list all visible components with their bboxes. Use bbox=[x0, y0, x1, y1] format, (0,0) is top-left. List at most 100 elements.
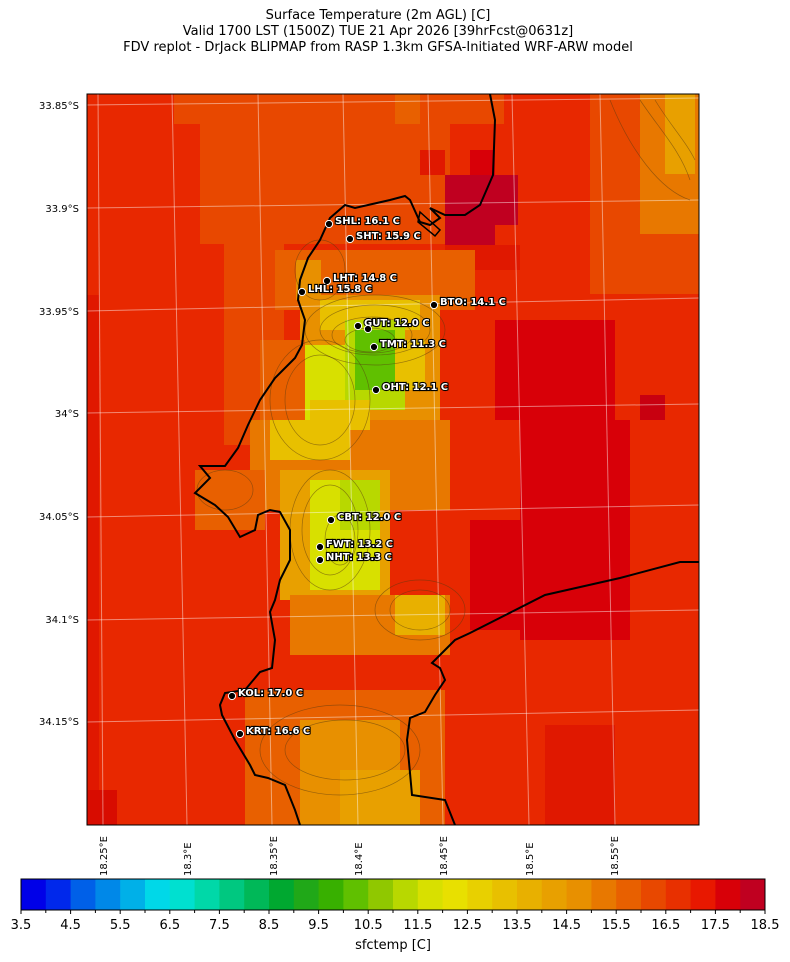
colorbar-tick-label: 8.5 bbox=[259, 918, 280, 933]
colorbar-swatch bbox=[665, 879, 692, 910]
lat-tick: 34.1°S bbox=[45, 615, 79, 626]
colorbar-swatch bbox=[169, 879, 196, 910]
colorbar-swatch bbox=[467, 879, 493, 910]
colorbar-swatch bbox=[343, 879, 369, 910]
colorbar-swatch bbox=[442, 879, 468, 910]
colorbar-swatch bbox=[393, 879, 419, 910]
colorbar-swatch bbox=[368, 879, 394, 910]
colorbar-title: sfctemp [C] bbox=[355, 938, 431, 953]
harbour-outline bbox=[417, 210, 442, 238]
station-tmt: TMT: 11.3 C bbox=[369, 338, 447, 352]
station-label: TMT: 11.3 C bbox=[380, 339, 446, 350]
lat-tick: 33.85°S bbox=[39, 101, 79, 112]
station-label: SHL: 16.1 C bbox=[335, 216, 400, 227]
chart-valid-time: Valid 1700 LST (1500Z) TUE 21 Apr 2026 [… bbox=[182, 24, 574, 39]
colorbar-tick-label: 16.5 bbox=[651, 918, 680, 933]
lat-tick: 34.15°S bbox=[39, 717, 79, 728]
colorbar-swatch bbox=[244, 879, 270, 910]
lon-tick: 18.4°E bbox=[354, 842, 365, 876]
lat-tick: 33.9°S bbox=[45, 204, 79, 215]
colorbar-tick-label: 10.5 bbox=[354, 918, 383, 933]
lat-tick: 33.95°S bbox=[39, 307, 79, 318]
station-dot-icon bbox=[371, 385, 381, 395]
station-dot-icon bbox=[363, 324, 373, 334]
colorbar-swatch bbox=[194, 879, 220, 910]
colorbar-swatch bbox=[492, 879, 518, 910]
station-dot-icon bbox=[227, 691, 237, 701]
lat-tick: 34°S bbox=[55, 409, 79, 420]
colorbar-tick-label: 9.5 bbox=[308, 918, 329, 933]
station-label: GUT: 12.0 C bbox=[364, 318, 430, 329]
colorbar-tick-label: 11.5 bbox=[403, 918, 432, 933]
colorbar-ticks: 3.5 4.5 5.5 6.5 7.5 8.5 9.5 10.5 11.5 12.5 13.5 14.… bbox=[11, 910, 780, 933]
colorbar-swatch bbox=[219, 879, 245, 910]
colorbar-tick-label: 12.5 bbox=[453, 918, 482, 933]
station-gut2 bbox=[363, 324, 373, 334]
chart-source: FDV replot - DrJack BLIPMAP from RASP 1.… bbox=[123, 40, 633, 55]
station-label: BTO: 14.1 C bbox=[440, 297, 506, 308]
station-fwt: FWT: 13.2 C bbox=[315, 538, 394, 552]
terrain-contours bbox=[196, 99, 696, 796]
map-frame bbox=[86, 93, 700, 826]
temperature-field bbox=[87, 94, 699, 825]
station-dot-icon bbox=[315, 555, 325, 565]
station-label: KRT: 16.6 C bbox=[246, 726, 310, 737]
station-sht: SHT: 15.9 C bbox=[345, 230, 422, 244]
station-dot-icon bbox=[322, 276, 332, 286]
lat-tick: 34.05°S bbox=[39, 512, 79, 523]
station-dot-icon bbox=[315, 542, 325, 552]
colorbar-swatch bbox=[690, 879, 716, 910]
station-dot-icon bbox=[429, 300, 439, 310]
station-label: SHT: 15.9 C bbox=[356, 231, 421, 242]
station-bto: BTO: 14.1 C bbox=[429, 296, 507, 310]
colorbar-tick-label: 7.5 bbox=[209, 918, 230, 933]
colorbar-swatch bbox=[269, 879, 295, 910]
latitude-axis: 33.85°S 33.9°S 33.95°S 34°S 34.05°S 34.1… bbox=[39, 101, 79, 728]
colorbar-swatch bbox=[95, 879, 121, 910]
colorbar-tick-label: 15.5 bbox=[602, 918, 631, 933]
station-label: NHT: 13.3 C bbox=[326, 552, 392, 563]
station-dot-icon bbox=[345, 234, 355, 244]
colorbar-swatch bbox=[616, 879, 642, 910]
colorbar-swatch bbox=[417, 879, 444, 910]
colorbar-tick-label: 17.5 bbox=[701, 918, 730, 933]
colorbar-tick-label: 18.5 bbox=[751, 918, 780, 933]
station-label: LHL: 15.8 C bbox=[308, 284, 372, 295]
colorbar-swatch bbox=[641, 879, 667, 910]
colorbar-swatch bbox=[120, 879, 146, 910]
colorbar-tick-label: 14.5 bbox=[552, 918, 581, 933]
lon-tick: 18.3°E bbox=[183, 842, 194, 876]
colorbar-swatch bbox=[318, 879, 344, 910]
colorbar-tick-label: 6.5 bbox=[159, 918, 180, 933]
colorbar-swatch bbox=[591, 879, 617, 910]
colorbar-tick-label: 13.5 bbox=[503, 918, 532, 933]
colorbar-swatch bbox=[70, 879, 96, 910]
station-dot-icon bbox=[369, 342, 379, 352]
lon-tick: 18.35°E bbox=[269, 836, 280, 876]
colorbar bbox=[20, 878, 766, 911]
lon-tick: 18.25°E bbox=[99, 836, 110, 876]
station-gut: GUT: 12.0 C bbox=[353, 317, 431, 331]
station-dot-icon bbox=[235, 729, 245, 739]
station-lhl: LHL: 15.8 C bbox=[297, 283, 373, 296]
station-lht: LHT: 14.8 C bbox=[322, 272, 398, 286]
station-dot-icon bbox=[353, 321, 363, 331]
colorbar-tick-label: 4.5 bbox=[60, 918, 81, 933]
longitude-axis: 18.25°E 18.3°E 18.35°E 18.4°E 18.45°E 18… bbox=[99, 836, 621, 876]
colorbar-swatch bbox=[293, 879, 320, 910]
colorbar-swatch bbox=[517, 879, 543, 910]
chart-title: Surface Temperature (2m AGL) [C] bbox=[265, 8, 491, 23]
station-label: LHT: 14.8 C bbox=[333, 273, 397, 284]
lon-tick: 18.5°E bbox=[525, 842, 536, 876]
colorbar-swatch bbox=[541, 879, 568, 910]
station-dot-icon bbox=[326, 515, 336, 525]
graticule bbox=[87, 94, 699, 825]
station-cbt: CBT: 12.0 C bbox=[326, 511, 402, 525]
station-label: CBT: 12.0 C bbox=[337, 512, 401, 523]
station-kol: KOL: 17.0 C bbox=[227, 687, 304, 701]
station-dot-icon bbox=[324, 219, 334, 229]
chart-title-block: Surface Temperature (2m AGL) [C] Valid 1… bbox=[0, 8, 756, 56]
colorbar-swatch bbox=[45, 879, 72, 910]
